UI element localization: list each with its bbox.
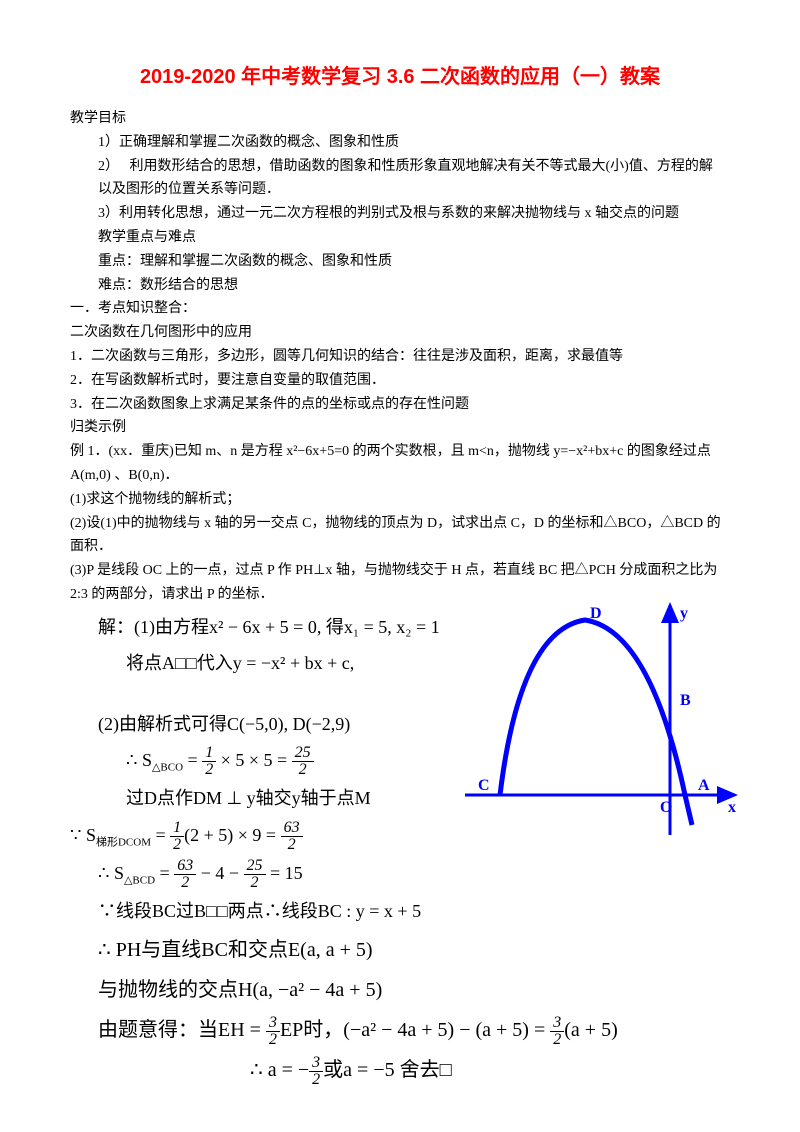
goal-3: 3）利用转化思想，通过一元二次方程根的判别式及根与系数的来解决抛物线与 x 轴交…	[70, 202, 730, 226]
example-1: 例 1．(xx．重庆)已知 m、n 是方程 x²−6x+5=0 的两个实数根，且…	[70, 440, 730, 488]
solution-4-line-1: ∵线段BC过B□□两点∴线段BC : y = x + 5	[70, 895, 730, 927]
solution-4-line-5: ∴ a = −32或a = −5 舍去□	[70, 1052, 730, 1088]
svg-text:A: A	[698, 777, 710, 794]
goals-header: 教学目标	[70, 107, 730, 131]
svg-text:C: C	[478, 777, 490, 794]
svg-text:D: D	[590, 605, 602, 622]
solution-4-line-4: 由题意得：当EH = 32EP时，(−a² − 4a + 5) − (a + 5…	[70, 1012, 730, 1048]
page-title: 2019-2020 年中考数学复习 3.6 二次函数的应用（一）教案	[70, 60, 730, 89]
svg-text:B: B	[680, 692, 691, 709]
svg-text:y: y	[680, 605, 688, 622]
parabola-chart: A B C D Ox y	[460, 600, 740, 840]
solution-1-line-1: 解：(1)由方程x² − 6x + 5 = 0, 得x₁ = 5, x₂ = 1	[70, 611, 450, 643]
section-1-3: 2．在写函数解析式时，要注意自变量的取值范围．	[70, 369, 730, 393]
solution-3-line-2: ∴ S△BCD = 632 − 4 − 252 = 15	[70, 857, 730, 891]
focus-2: 难点：数形结合的思想	[70, 274, 730, 298]
section-1-2: 1．二次函数与三角形，多边形，圆等几何知识的结合：往往是涉及面积，距离，求最值等	[70, 345, 730, 369]
example-1-2: (2)设(1)中的抛物线与 x 轴的另一交点 C，抛物线的顶点为 D，试求出点 …	[70, 512, 730, 560]
section-1-4: 3．在二次函数图象上求满足某条件的点的坐标或点的存在性问题	[70, 393, 730, 417]
solution-2-line-2: ∴ S△BCO = 12 × 5 × 5 = 252	[70, 744, 450, 778]
section-2: 归类示例	[70, 416, 730, 440]
goal-1: 1）正确理解和掌握二次函数的概念、图象和性质	[70, 131, 730, 155]
focus-1: 重点：理解和掌握二次函数的概念、图象和性质	[70, 250, 730, 274]
solution-2-line-3: 过D点作DM ⊥ y轴交y轴于点M	[70, 782, 450, 814]
focus-header: 教学重点与难点	[70, 226, 730, 250]
solution-4-line-2: ∴ PH与直线BC和交点E(a, a + 5)	[70, 932, 730, 968]
svg-text:O: O	[660, 799, 672, 816]
example-1-1: (1)求这个抛物线的解析式；	[70, 488, 730, 512]
section-1: 一．考点知识整合：	[70, 297, 730, 321]
goal-2: 2） 利用数形结合的思想，借助函数的图象和性质形象直观地解决有关不等式最大(小)…	[70, 155, 730, 203]
solution-2-line-1: (2)由解析式可得C(−5,0), D(−2,9)	[70, 708, 450, 740]
solution-4-line-3: 与抛物线的交点H(a, −a² − 4a + 5)	[70, 972, 730, 1008]
svg-text:x: x	[728, 799, 736, 816]
section-1-1: 二次函数在几何图形中的应用	[70, 321, 730, 345]
solution-1-line-2: 将点A□□代入y = −x² + bx + c,	[70, 647, 450, 679]
